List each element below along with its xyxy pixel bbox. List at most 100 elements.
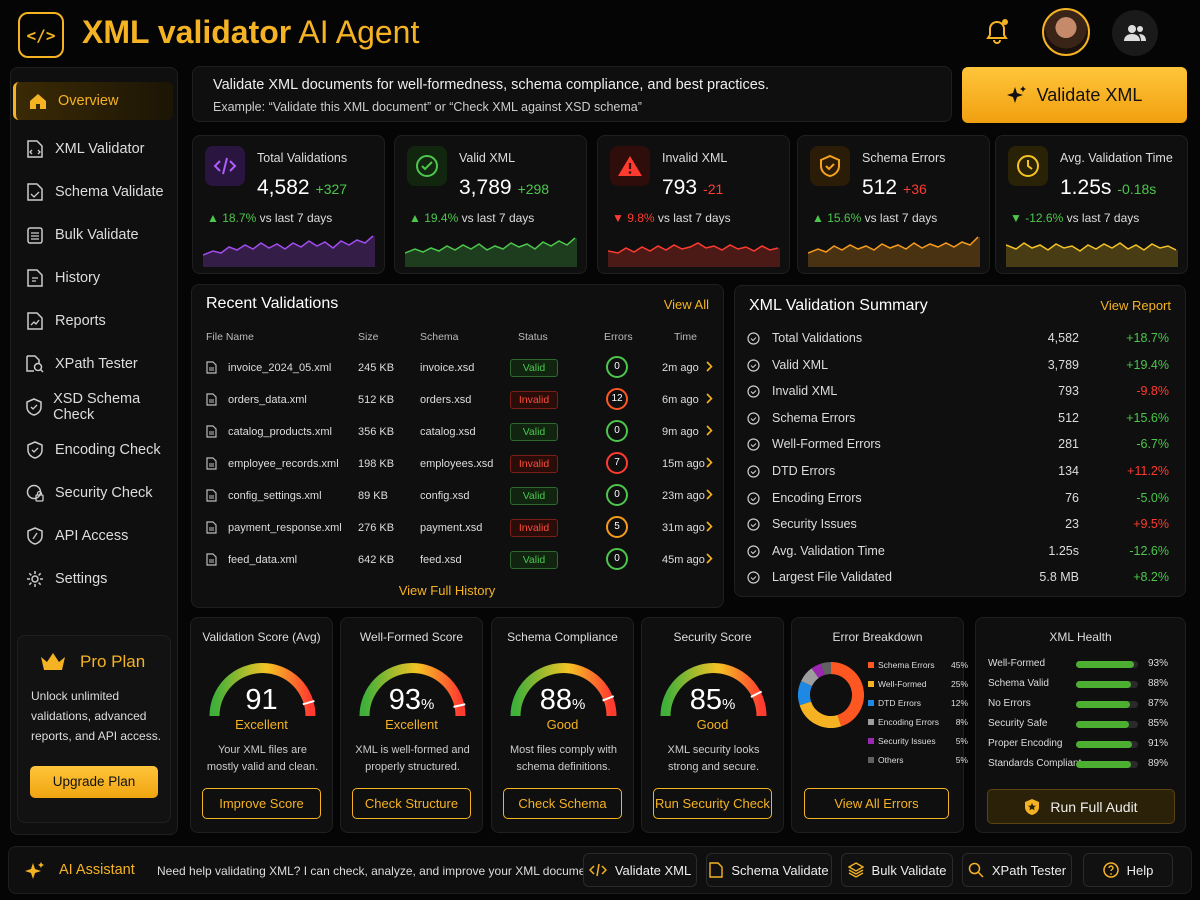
summary-label: Security Issues (772, 517, 857, 532)
view-report-link[interactable]: View Report (1100, 298, 1171, 313)
layers-icon (847, 862, 864, 878)
sidebar-item-overview[interactable]: Overview (13, 82, 173, 120)
chevron-right-icon[interactable] (706, 489, 713, 503)
sparkline (808, 236, 980, 267)
col-errors: Errors (604, 331, 633, 343)
sidebar-item-settings[interactable]: Settings (13, 560, 173, 598)
summary-value: 4,582 (1047, 331, 1079, 345)
footer-help-button[interactable]: Help (1083, 853, 1173, 887)
app-title: XML validator AI Agent (82, 14, 419, 51)
sidebar-item-xml-validator[interactable]: XML Validator (13, 130, 173, 168)
gauge-action-button[interactable]: Check Structure (352, 788, 471, 819)
relative-time: 9m ago (662, 426, 699, 438)
kpi-avg-validation-time: Avg. Validation Time 1.25s -0.18s ▼ -12.6… (995, 135, 1188, 274)
chevron-right-icon[interactable] (706, 521, 713, 535)
health-row: Well-Formed 93% (988, 658, 1168, 678)
run-full-audit-button[interactable]: Run Full Audit (987, 789, 1175, 824)
error-breakdown-panel: Error Breakdown Schema Errors 45% Well-For… (791, 617, 968, 833)
sidebar-item-history[interactable]: History (13, 259, 173, 297)
kpi-label: Invalid XML (662, 151, 728, 165)
footer-xpath-tester-button[interactable]: XPath Tester (962, 853, 1072, 887)
file-size: 356 KB (358, 426, 395, 438)
status-badge: Valid (510, 359, 558, 377)
score-gauge-card: Validation Score (Avg) 91 Excellent Your XM… (190, 617, 333, 833)
avatar[interactable] (1042, 8, 1090, 56)
bell-icon[interactable] (984, 18, 1010, 46)
table-row[interactable]: payment_response.xml 276 KB payment.xsd Inv… (192, 513, 722, 545)
sidebar-item-schema-validate[interactable]: Schema Validate (13, 173, 173, 211)
table-row[interactable]: catalog_products.xml 356 KB catalog.xsd Val… (192, 417, 722, 449)
validate-xml-cta-button[interactable]: Validate XML (962, 67, 1187, 123)
error-count: 0 (606, 484, 628, 506)
kpi-value: 512 +36 (862, 176, 927, 200)
col-status: Status (518, 331, 548, 343)
table-row[interactable]: invoice_2024_05.xml 245 KB invoice.xsd Vali… (192, 353, 722, 385)
health-row: Schema Valid 88% (988, 678, 1168, 698)
sidebar-item-xsd-schema-check[interactable]: XSD Schema Check (13, 388, 173, 426)
users-icon[interactable] (1112, 10, 1158, 56)
health-row: Standards Compliant 89% (988, 758, 1168, 778)
check-circle-icon (407, 146, 447, 186)
sidebar-item-label: Settings (55, 571, 108, 587)
code-icon (205, 146, 245, 186)
kpi-value: 793 -21 (662, 176, 723, 200)
gauge-number: 93 (388, 684, 421, 716)
lock-icon (747, 518, 760, 534)
kpi-label: Schema Errors (862, 151, 946, 165)
footer-button-label: Bulk Validate (871, 862, 947, 878)
table-row[interactable]: config_settings.xml 89 KB config.xsd Valid 0… (192, 481, 722, 513)
table-row[interactable]: feed_data.xml 642 KB feed.xsd Valid 0 45m ago (192, 545, 722, 577)
sidebar-item-security-check[interactable]: Security Check (13, 474, 173, 512)
gauge-action-button[interactable]: Improve Score (202, 788, 321, 819)
summary-label: Well-Formed Errors (772, 437, 881, 452)
gauge-unit: % (571, 696, 586, 713)
chevron-right-icon[interactable] (706, 425, 713, 439)
sidebar-item-xpath-tester[interactable]: XPath Tester (13, 345, 173, 383)
legend-swatch (868, 700, 874, 706)
sidebar-item-api-access[interactable]: API Access (13, 517, 173, 555)
view-all-errors-button[interactable]: View All Errors (804, 788, 949, 819)
upgrade-plan-button[interactable]: Upgrade Plan (30, 766, 158, 798)
legend-item: Encoding Errors 8% (868, 717, 968, 729)
table-row[interactable]: orders_data.xml 512 KB orders.xsd Invalid 12… (192, 385, 722, 417)
status-badge: Valid (510, 487, 558, 505)
file-size: 89 KB (358, 490, 388, 502)
kpi-change-suffix: vs last 7 days (864, 211, 938, 225)
health-label: Standards Compliant (988, 758, 1082, 769)
donut-slice (830, 662, 864, 727)
chevron-right-icon[interactable] (706, 553, 713, 567)
footer-bulk-validate-button[interactable]: Bulk Validate (841, 853, 953, 887)
health-bar (1076, 661, 1138, 668)
health-label: Security Safe (988, 718, 1048, 729)
chevron-right-icon[interactable] (706, 361, 713, 375)
file-size: 198 KB (358, 458, 395, 470)
footer-schema-validate-button[interactable]: Schema Validate (706, 853, 832, 887)
pro-plan-title: Pro Plan (80, 652, 146, 671)
sidebar-item-bulk-validate[interactable]: Bulk Validate (13, 216, 173, 254)
gauge-desc: XML security looks strong and secure. (667, 744, 760, 773)
legend-swatch (868, 757, 874, 763)
table-row[interactable]: employee_records.xml 198 KB employees.xsd I… (192, 449, 722, 481)
gauge-action-button[interactable]: Check Schema (503, 788, 622, 819)
summary-row: Largest File Validated 5.8 MB +8.2% (735, 565, 1175, 591)
view-all-link[interactable]: View All (663, 297, 709, 312)
kpi-change-pct: ▲ 18.7% (207, 211, 257, 225)
sidebar-item-reports[interactable]: Reports (13, 302, 173, 340)
shield-icon (25, 440, 45, 460)
health-row: Security Safe 85% (988, 718, 1168, 738)
footer-button-label: Validate XML (614, 862, 692, 878)
chevron-right-icon[interactable] (706, 393, 713, 407)
footer-validate-xml-button[interactable]: Validate XML (583, 853, 697, 887)
shield-check-icon (25, 397, 43, 417)
home-icon (28, 91, 48, 111)
donut-slice (820, 662, 832, 676)
error-count: 0 (606, 548, 628, 570)
section-title: XML Health (1049, 630, 1112, 644)
summary-label: Avg. Validation Time (772, 543, 885, 558)
gauge-action-button[interactable]: Run Security Check (653, 788, 772, 819)
sidebar-item-encoding-check[interactable]: Encoding Check (13, 431, 173, 469)
kpi-delta: +298 (517, 181, 550, 197)
error-count: 0 (606, 356, 628, 378)
view-full-history-link[interactable]: View Full History (398, 583, 496, 598)
chevron-right-icon[interactable] (706, 457, 713, 471)
